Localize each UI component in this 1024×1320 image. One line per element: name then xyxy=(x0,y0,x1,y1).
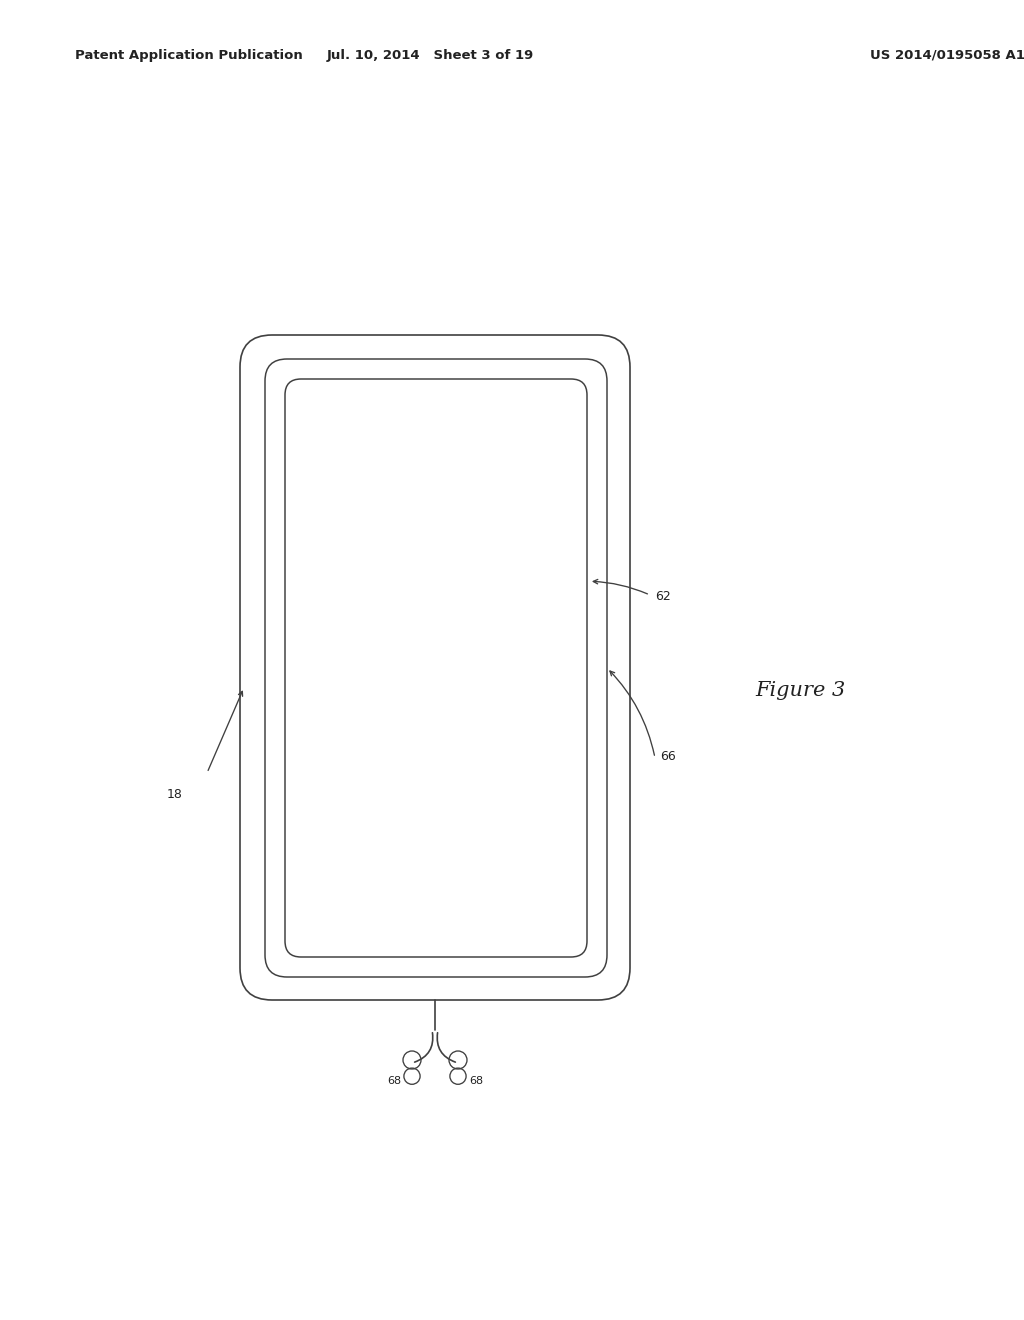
Text: US 2014/0195058 A1: US 2014/0195058 A1 xyxy=(870,49,1024,62)
Text: Figure 3: Figure 3 xyxy=(755,681,845,700)
Text: 62: 62 xyxy=(655,590,671,603)
Text: 68: 68 xyxy=(469,1076,483,1086)
Text: 66: 66 xyxy=(660,750,676,763)
Text: Patent Application Publication: Patent Application Publication xyxy=(75,49,303,62)
Text: 18: 18 xyxy=(167,788,183,801)
Text: 68: 68 xyxy=(387,1076,401,1086)
Text: Jul. 10, 2014   Sheet 3 of 19: Jul. 10, 2014 Sheet 3 of 19 xyxy=(327,49,534,62)
